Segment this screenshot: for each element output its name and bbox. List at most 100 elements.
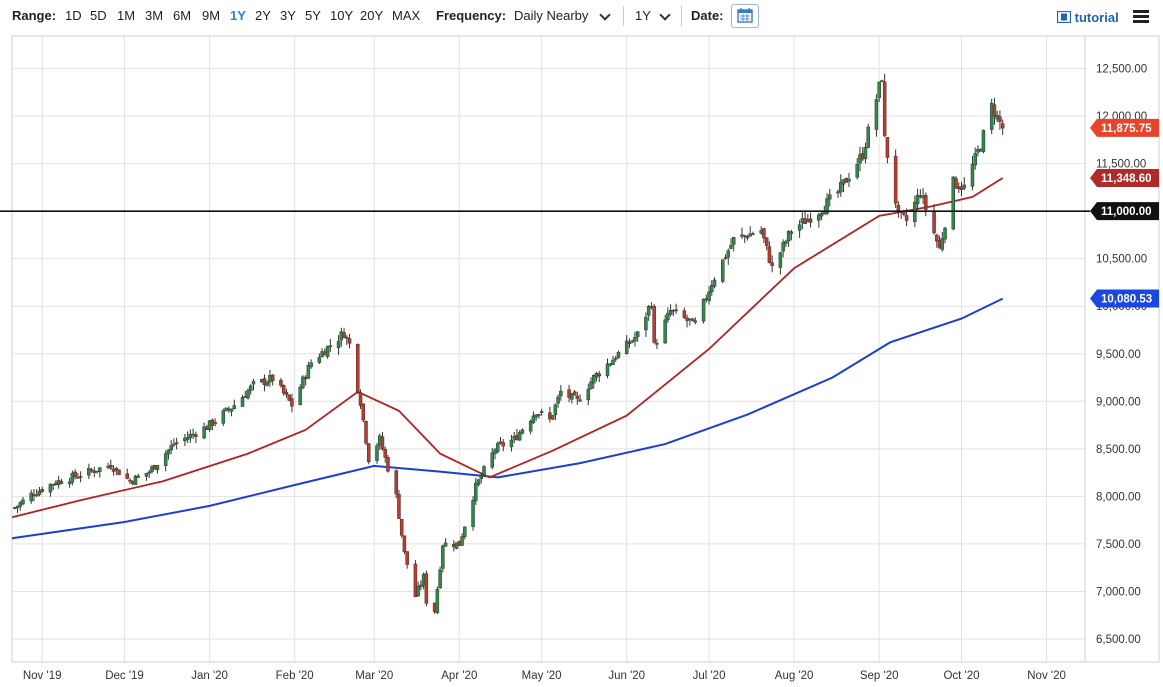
candle-body (251, 381, 256, 385)
candle-body (306, 365, 311, 379)
candle-body (438, 569, 442, 588)
candle-body (839, 181, 843, 193)
candle-body (943, 227, 947, 240)
candle-body (781, 242, 785, 252)
candle-body (128, 479, 132, 482)
range-button-3m[interactable]: 3M (145, 8, 164, 23)
candle-body (932, 210, 936, 234)
candle-body (490, 452, 494, 468)
candle-body (520, 429, 525, 434)
candle-body (701, 298, 706, 322)
candle-body (51, 484, 55, 486)
candle-body (21, 499, 25, 505)
range-button-20y[interactable]: 20Y (360, 8, 384, 23)
candle-body (726, 250, 730, 258)
candle-body (825, 198, 829, 214)
candle-body (935, 234, 939, 242)
candle-body (59, 481, 64, 484)
y-tick-label: 7,000.00 (1096, 586, 1141, 598)
range-button-6m[interactable]: 6M (173, 8, 192, 23)
tutorial-link[interactable]: tutorial (1056, 10, 1119, 25)
candle-body (550, 415, 555, 420)
candle-body (345, 336, 349, 339)
candle-body (748, 233, 752, 237)
x-tick-label: Nov '19 (23, 670, 62, 682)
candle-body (784, 241, 788, 244)
candles (12, 73, 1005, 614)
hamburger-menu-icon[interactable] (1133, 10, 1149, 23)
level-badge-text: 11,000.00 (1101, 206, 1152, 218)
y-axis-ticks: 6,500.00 7,000.00 7,500.00 8,000.00 8,500.00… (1096, 64, 1147, 646)
range-label: Range: (12, 8, 57, 23)
y-tick-label: 8,500.00 (1096, 444, 1141, 456)
candle-body (15, 505, 20, 509)
candle-body (690, 318, 695, 322)
range-button-5y[interactable]: 5Y (305, 8, 321, 23)
candle-body (78, 476, 83, 478)
candle-body (970, 163, 975, 187)
current-price-badge-bg (1090, 118, 1159, 137)
candle-body (463, 526, 467, 537)
range-button-3y[interactable]: 3Y (280, 8, 296, 23)
candle-body (992, 104, 997, 117)
candle-body (202, 426, 206, 439)
candle-body (644, 316, 648, 331)
candle-body (589, 381, 593, 390)
candle-body (572, 391, 577, 396)
candle-body (136, 475, 140, 478)
candle-body (646, 306, 651, 316)
y-tick-label: 6,500.00 (1096, 634, 1141, 646)
candle-body (847, 178, 851, 182)
candle-body (578, 399, 582, 402)
candle-body (778, 252, 783, 268)
candle-body (721, 259, 725, 282)
tutorial-label: tutorial (1074, 10, 1119, 25)
ma200-layer (11, 297, 1004, 540)
range-button-5d[interactable]: 5D (90, 8, 107, 23)
x-tick-label: Jun '20 (608, 670, 645, 682)
candle-body (893, 155, 898, 204)
candle-body (797, 224, 802, 231)
candle-body (460, 536, 464, 546)
candle-body (808, 218, 813, 223)
candle-body (169, 445, 173, 451)
period-select[interactable]: 1Y (635, 8, 651, 23)
range-button-1y[interactable]: 1Y (230, 8, 246, 23)
range-button-9m[interactable]: 9M (202, 8, 221, 23)
range-button-1m[interactable]: 1M (117, 8, 136, 23)
chart-grid (12, 36, 1086, 662)
y-tick-label: 9,000.00 (1096, 396, 1141, 408)
range-button-max[interactable]: MAX (392, 8, 421, 23)
candle-body (419, 584, 423, 588)
y-tick-label: 11,500.00 (1096, 159, 1146, 171)
toolbar-divider (681, 6, 682, 26)
frequency-select[interactable]: Daily Nearby (514, 8, 589, 23)
candle-body (317, 357, 322, 363)
candle-body (342, 332, 346, 338)
level-badge-bg (1090, 202, 1159, 221)
candle-body (668, 310, 673, 315)
candle-body (109, 464, 113, 469)
candle-body (674, 309, 678, 312)
range-button-10y[interactable]: 10Y (330, 8, 354, 23)
candle-body (559, 390, 563, 397)
candle-body (981, 130, 986, 152)
candle-body (229, 408, 234, 412)
candle-body (501, 442, 505, 447)
calendar-button[interactable] (731, 4, 759, 28)
ma50-badge-text: 11,348.60 (1101, 173, 1152, 185)
toolbar-divider (623, 6, 624, 26)
candle-body (613, 358, 618, 360)
candle-body (361, 403, 366, 421)
candle-body (666, 312, 670, 321)
candle-body (70, 472, 75, 483)
candle-body (762, 228, 766, 239)
x-axis-ticks: Nov '19 Dec '19 Jan '20 Feb '20 Mar '20 Apr '… (23, 670, 1066, 682)
candle-body (836, 191, 840, 194)
range-button-2y[interactable]: 2Y (255, 8, 271, 23)
candle-body (133, 475, 138, 486)
candle-body (998, 116, 1002, 122)
x-tick-label: Nov '20 (1027, 670, 1066, 682)
candle-body (405, 551, 409, 565)
range-button-1d[interactable]: 1D (65, 8, 82, 23)
